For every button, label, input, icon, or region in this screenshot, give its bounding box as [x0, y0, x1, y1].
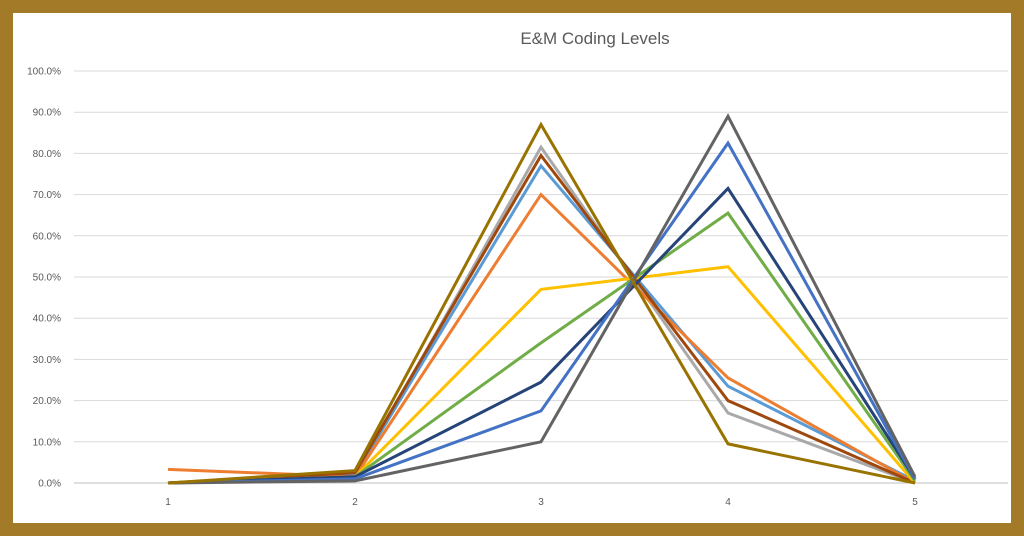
x-tick-label: 3	[538, 497, 544, 508]
y-tick-label: 90.0%	[33, 108, 61, 119]
series-lines	[167, 113, 917, 485]
gridlines	[74, 70, 1008, 484]
y-tick-label: 100.0%	[27, 67, 61, 78]
y-tick-label: 70.0%	[33, 190, 61, 201]
y-tick-label: 10.0%	[33, 437, 61, 448]
line-chart: E&M Coding Levels 0.0%10.0%20.0%30.0%40.…	[27, 29, 1008, 508]
y-tick-label: 20.0%	[33, 396, 61, 407]
y-tick-label: 50.0%	[33, 273, 61, 284]
y-tick-label: 40.0%	[33, 314, 61, 325]
y-tick-label: 30.0%	[33, 355, 61, 366]
x-tick-label: 5	[912, 497, 918, 508]
y-tick-label: 60.0%	[33, 231, 61, 242]
chart-frame: E&M Coding Levels 0.0% 10.0% 20.0% 30.0% 40.…	[13, 13, 1011, 523]
x-tick-label: 2	[352, 497, 358, 508]
x-tick-label: 4	[725, 497, 731, 508]
series-line-2	[167, 163, 916, 485]
series-line-9	[167, 113, 917, 485]
chart-title: E&M Coding Levels	[520, 29, 669, 48]
y-axis-ticks: 0.0% 10.0% 20.0% 30.0% 40.0% 50.0% 60.0% 70.0% 8…	[27, 67, 61, 490]
x-tick-label: 1	[165, 497, 171, 508]
x-axis-ticks: 1 2 3 4 5	[165, 497, 918, 508]
y-tick-label: 0.0%	[38, 479, 61, 490]
series-line-10	[167, 121, 916, 485]
series-line-5	[167, 265, 917, 485]
y-tick-label: 80.0%	[33, 149, 61, 160]
